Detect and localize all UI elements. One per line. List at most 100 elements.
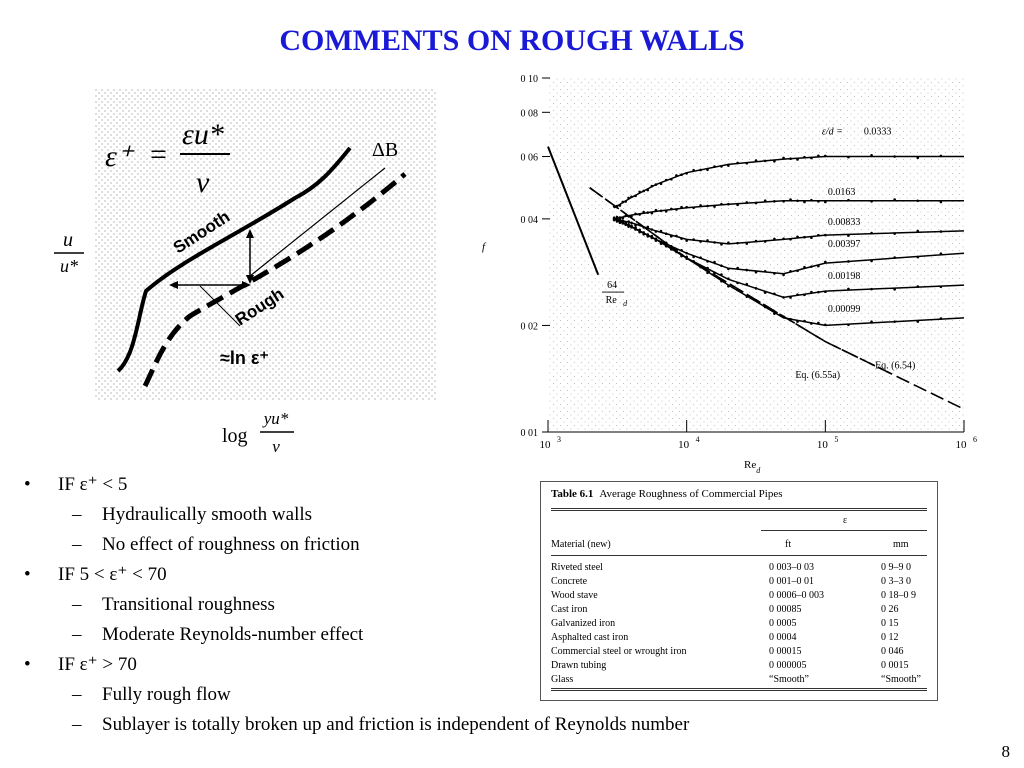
data-point [654, 230, 658, 233]
data-point [646, 235, 650, 238]
data-point [824, 154, 827, 158]
data-point [939, 200, 943, 204]
data-point [939, 230, 943, 233]
delta-b-label: ΔB [372, 139, 398, 161]
data-point [763, 240, 767, 243]
data-point [754, 270, 758, 274]
data-point [870, 287, 873, 291]
data-point [736, 266, 739, 270]
laminar-line [547, 146, 600, 276]
data-point [796, 158, 799, 161]
data-point [870, 231, 873, 235]
table-row: Asphalted cast iron 0 0004 0 12 [551, 632, 927, 645]
data-point [736, 203, 739, 207]
data-point [659, 242, 663, 246]
ft-cell: 0 0005 [769, 618, 797, 629]
data-point [669, 207, 673, 211]
data-point [745, 295, 749, 298]
data-point [773, 272, 776, 275]
series-label: 0.00397 [828, 239, 861, 250]
ft-cell: 0 0004 [769, 632, 797, 643]
data-point [720, 243, 723, 246]
y-tick-label: 0 01 [521, 428, 539, 439]
data-point [916, 255, 920, 259]
data-point [630, 221, 633, 225]
data-point [773, 292, 776, 296]
smooth-curve [116, 146, 352, 373]
bullet-marker: • [24, 654, 31, 675]
data-point [810, 156, 813, 160]
table-row: Wood stave 0 0006–0 003 0 18–0 9 [551, 590, 927, 603]
stippled-background [95, 88, 437, 400]
data-point [870, 259, 873, 263]
data-point [650, 228, 654, 231]
material-cell: Asphalted cast iron [551, 632, 629, 643]
sub-bullet-item: – Transitional roughness [20, 590, 840, 620]
data-point [706, 260, 709, 263]
data-point [782, 156, 785, 160]
table-bottom-rule [551, 688, 927, 691]
data-point [713, 205, 716, 208]
series-label-prefix: ε/d = [822, 127, 843, 138]
data-point [893, 155, 896, 158]
smooth-pipe-label: Eq. (6.55a) [795, 370, 840, 381]
data-point [810, 322, 813, 325]
bullet-marker: – [72, 594, 82, 615]
data-point [720, 273, 723, 276]
data-point [612, 216, 616, 219]
ln-label: ≈ln ε⁺ [220, 348, 269, 368]
data-point [685, 251, 688, 255]
data-point [627, 222, 630, 226]
mm-cell: 0 12 [881, 632, 899, 643]
data-point [745, 201, 749, 204]
data-point [824, 233, 827, 237]
x-tick-label: 10 [956, 439, 968, 451]
mm-cell: “Smooth” [881, 674, 921, 685]
data-point [680, 173, 683, 177]
data-point [720, 165, 723, 168]
eq-equals: = [150, 138, 167, 171]
data-point [796, 199, 799, 203]
mm-cell: 0 3–3 0 [881, 576, 911, 587]
data-point [706, 271, 709, 275]
data-point [634, 212, 637, 216]
x-tick-exponent: 5 [834, 435, 838, 444]
data-point [713, 241, 716, 244]
series-label: 0.0163 [828, 187, 856, 198]
data-point [773, 200, 776, 203]
data-point [675, 208, 678, 211]
data-point [685, 239, 688, 242]
x-tick-label: 10 [540, 439, 552, 451]
data-point [675, 249, 678, 252]
y-label-numerator: u [63, 229, 73, 251]
data-point [650, 211, 654, 215]
horizontal-arrow-head-right [242, 281, 251, 289]
data-point [763, 291, 767, 294]
data-point [706, 239, 709, 242]
table-row: Cast iron 0 00085 0 26 [551, 604, 927, 617]
material-cell: Glass [551, 674, 574, 685]
data-point [796, 235, 799, 239]
laminar-label-denominator: Re [606, 295, 618, 306]
data-point [789, 157, 792, 160]
y-tick-label: 0 04 [521, 215, 539, 226]
data-point [736, 241, 739, 245]
laminar-label-numerator: 64 [607, 280, 617, 291]
data-point [916, 229, 920, 233]
data-point [847, 198, 850, 202]
data-point [685, 257, 688, 260]
x-tick-exponent: 4 [696, 435, 700, 444]
data-point [654, 183, 658, 186]
data-point [893, 288, 896, 291]
data-point [713, 260, 716, 264]
ft-cell: 0 0006–0 003 [769, 590, 824, 601]
data-point [699, 204, 702, 207]
data-point [659, 209, 663, 213]
table-row: Galvanized iron 0 0005 0 15 [551, 618, 927, 631]
slide-title: COMMENTS ON ROUGH WALLS [279, 24, 745, 57]
ln-eps-asymptote [249, 167, 386, 277]
data-point [824, 200, 827, 204]
y-tick-label: 0 10 [521, 74, 539, 85]
data-point [664, 178, 668, 182]
